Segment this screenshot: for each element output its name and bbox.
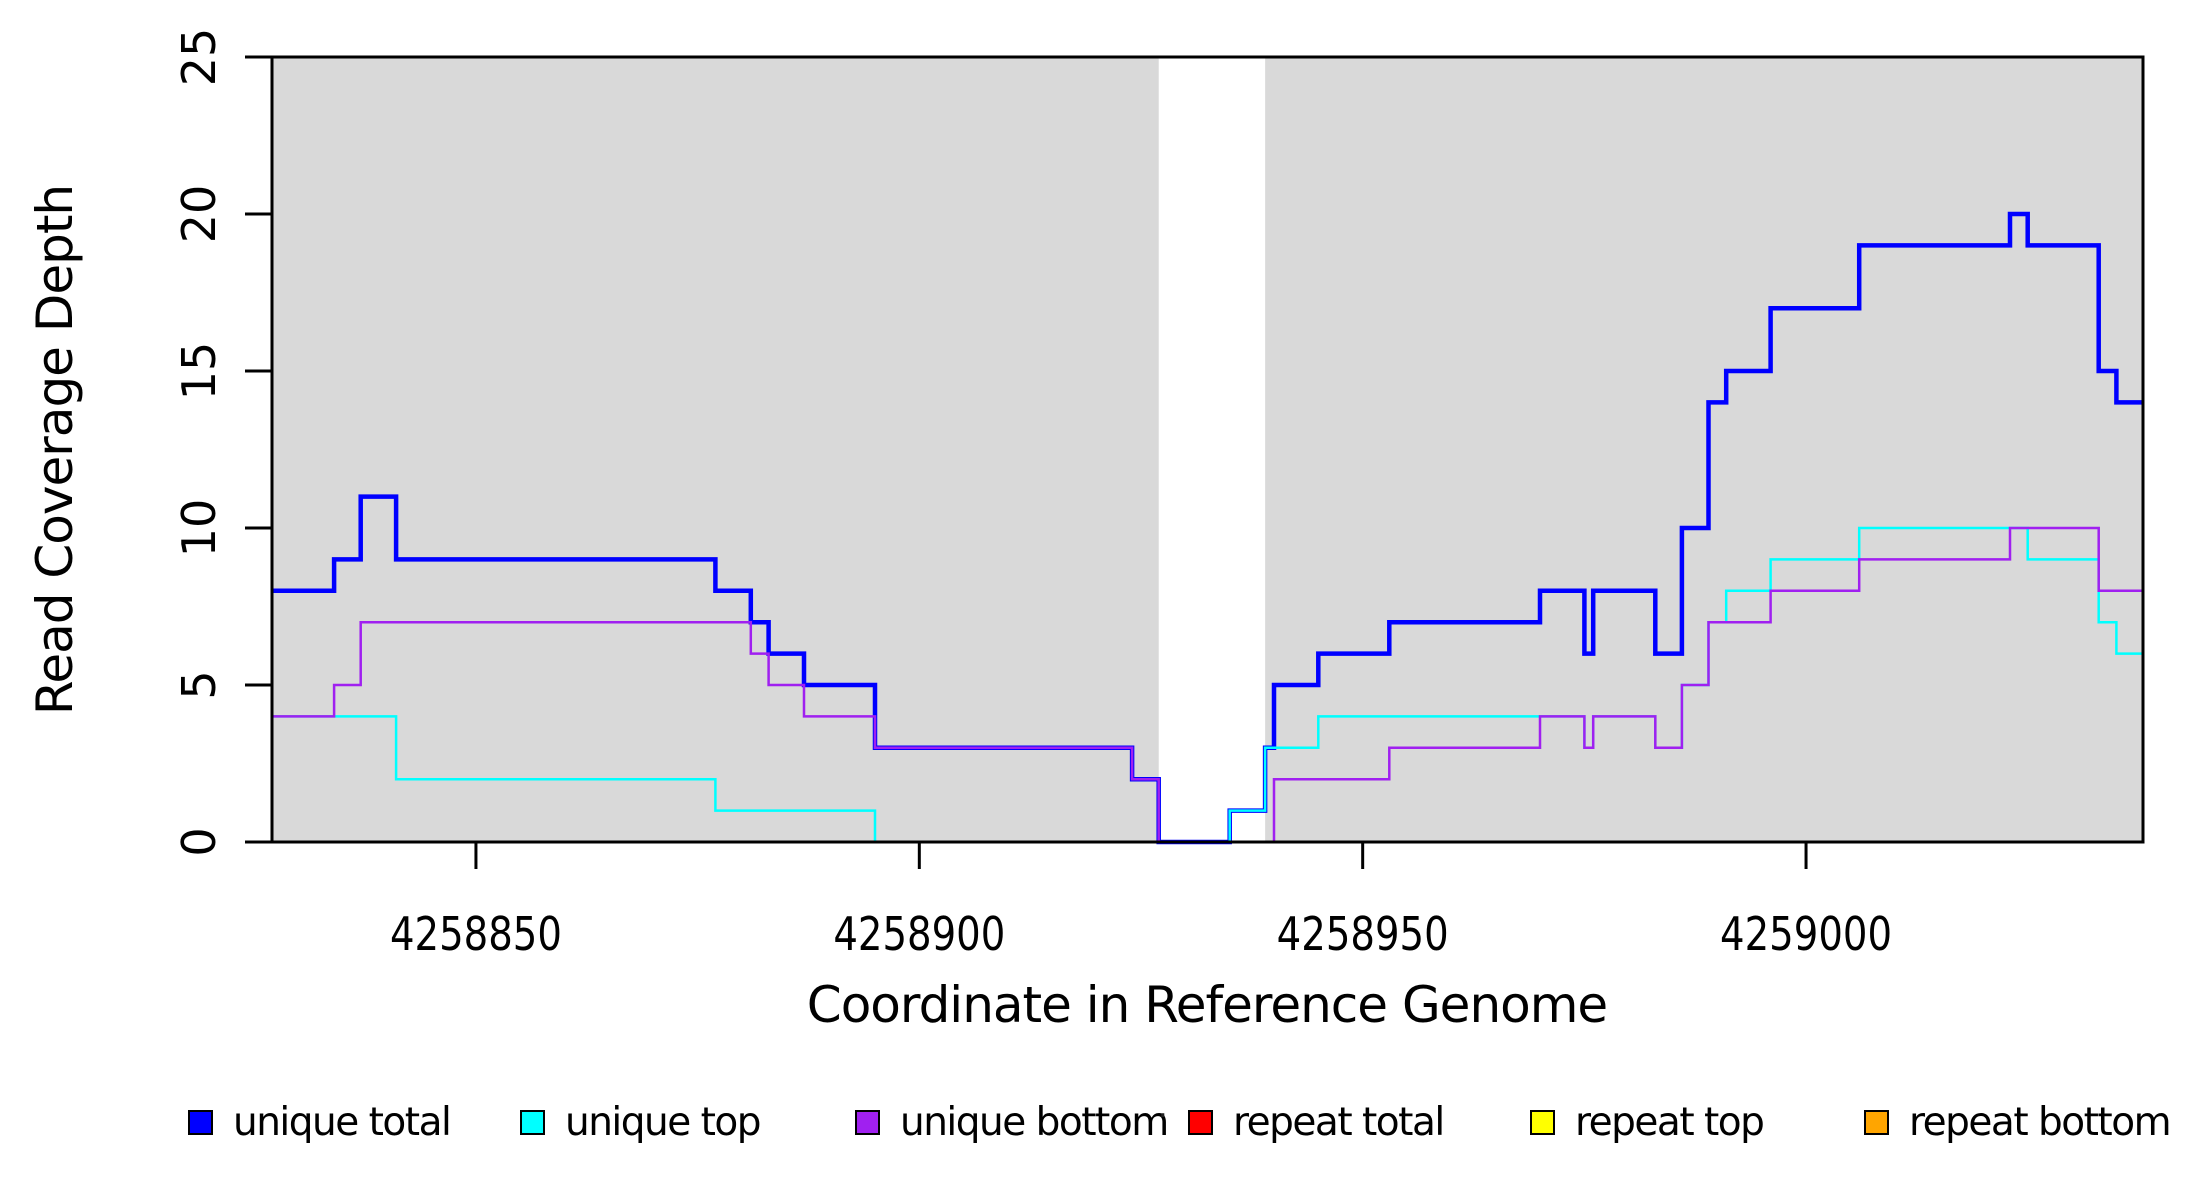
legend-label: unique top <box>565 1099 762 1145</box>
shaded-regions <box>272 57 2143 842</box>
legend: unique total unique top unique bottom re… <box>0 1096 2200 1156</box>
legend-label: repeat top <box>1575 1099 1765 1145</box>
x-axis-title: Coordinate in Reference Genome <box>807 976 1607 1034</box>
axis-tick-labels: 4258850 4258900 4258950 4259000 0 5 10 15 20 25 <box>172 28 1892 961</box>
shaded-region <box>1265 57 2143 842</box>
series-unique-total <box>272 211 2143 845</box>
y-tick-label: 10 <box>172 499 226 558</box>
repeat-total-swatch-icon <box>1188 1109 1213 1135</box>
x-tick-label: 4258900 <box>833 907 1005 961</box>
series-unique-bottom <box>272 526 2143 844</box>
y-tick-label: 15 <box>172 342 226 401</box>
stray-dot-artifact: . <box>1158 1090 1168 1125</box>
x-tick-label: 4258950 <box>1277 907 1449 961</box>
plot-border <box>270 55 2145 844</box>
repeat-top-swatch-icon <box>1530 1109 1555 1135</box>
legend-entry-unique-bottom: unique bottom <box>855 1096 1169 1148</box>
legend-label: repeat bottom <box>1909 1099 2172 1145</box>
legend-label: repeat total <box>1233 1099 1445 1145</box>
legend-entry-repeat-top: repeat top <box>1530 1096 1765 1148</box>
unique-bottom-swatch-icon <box>855 1109 880 1135</box>
x-tick-label: 4259000 <box>1720 907 1892 961</box>
unique-total-swatch-icon <box>188 1109 213 1135</box>
legend-entry-repeat-bottom: repeat bottom <box>1864 1096 2172 1148</box>
y-tick-label: 5 <box>172 670 226 699</box>
legend-entry-repeat-total: repeat total <box>1188 1096 1445 1148</box>
y-tick-label: 0 <box>172 827 226 856</box>
x-tick-label: 4258850 <box>390 907 562 961</box>
legend-entry-unique-top: unique top <box>520 1096 762 1148</box>
legend-label: unique bottom <box>900 1099 1169 1145</box>
unique-top-swatch-icon <box>520 1109 545 1135</box>
y-tick-label: 20 <box>172 185 226 244</box>
legend-entry-unique-total: unique total <box>188 1096 452 1148</box>
axis-ticks <box>245 55 1808 869</box>
repeat-bottom-swatch-icon <box>1864 1109 1889 1135</box>
y-axis-title: Read Coverage Depth <box>26 185 84 715</box>
y-tick-label: 25 <box>172 28 226 87</box>
shaded-region <box>272 57 1159 842</box>
legend-label: unique total <box>233 1099 452 1145</box>
